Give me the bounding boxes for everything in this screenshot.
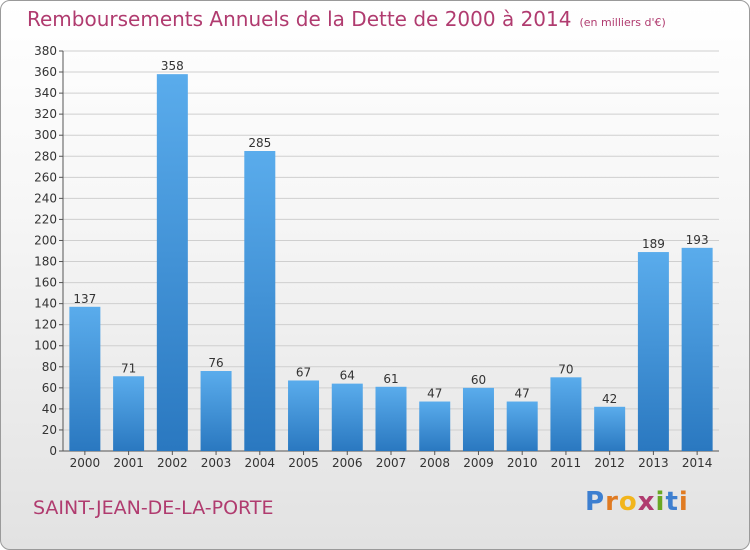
y-tick-label: 180 bbox=[34, 255, 57, 269]
data-label-2012: 42 bbox=[602, 392, 617, 406]
data-label-2005: 67 bbox=[296, 365, 311, 379]
x-tick-label: 2007 bbox=[376, 456, 407, 470]
x-tick-label: 2000 bbox=[70, 456, 101, 470]
data-label-2006: 64 bbox=[340, 369, 355, 383]
commune-name: SAINT-JEAN-DE-LA-PORTE bbox=[33, 497, 274, 519]
logo-letter: P bbox=[585, 487, 606, 517]
x-tick-label: 2013 bbox=[638, 456, 669, 470]
bar-2007 bbox=[375, 386, 407, 451]
bar-2012 bbox=[594, 406, 626, 451]
y-tick-label: 40 bbox=[42, 402, 57, 416]
x-tick-label: 2006 bbox=[332, 456, 363, 470]
data-label-2007: 61 bbox=[383, 372, 398, 386]
y-tick-label: 240 bbox=[34, 191, 57, 205]
y-tick-label: 260 bbox=[34, 170, 57, 184]
bar-2006 bbox=[331, 383, 363, 451]
data-label-2003: 76 bbox=[208, 356, 223, 370]
bar-2010 bbox=[506, 401, 538, 451]
logo-letter: o bbox=[618, 487, 638, 517]
x-tick-label: 2014 bbox=[682, 456, 713, 470]
x-tick-label: 2011 bbox=[551, 456, 582, 470]
y-tick-label: 100 bbox=[34, 339, 57, 353]
x-tick-label: 2008 bbox=[419, 456, 450, 470]
y-tick-label: 300 bbox=[34, 128, 57, 142]
logo-letter: t bbox=[665, 487, 679, 517]
y-tick-label: 80 bbox=[42, 360, 57, 374]
bar-2003 bbox=[200, 371, 232, 451]
bar-2001 bbox=[113, 376, 145, 451]
x-tick-label: 2001 bbox=[113, 456, 144, 470]
y-tick-label: 200 bbox=[34, 233, 57, 247]
y-tick-label: 280 bbox=[34, 149, 57, 163]
y-tick-label: 160 bbox=[34, 276, 57, 290]
chart-title: Remboursements Annuels de la Dette de 20… bbox=[27, 7, 666, 31]
bar-2004 bbox=[244, 151, 276, 451]
y-tick-label: 380 bbox=[34, 44, 57, 58]
data-label-2008: 47 bbox=[427, 387, 442, 401]
y-tick-label: 140 bbox=[34, 297, 57, 311]
data-label-2000: 137 bbox=[73, 292, 96, 306]
logo-letter: i bbox=[655, 487, 666, 517]
x-tick-label: 2004 bbox=[245, 456, 276, 470]
x-tick-label: 2012 bbox=[594, 456, 625, 470]
data-label-2011: 70 bbox=[558, 362, 573, 376]
data-label-2010: 47 bbox=[515, 387, 530, 401]
data-label-2002: 358 bbox=[161, 59, 184, 73]
bar-2002 bbox=[156, 74, 188, 451]
y-tick-label: 120 bbox=[34, 318, 57, 332]
y-tick-label: 20 bbox=[42, 423, 57, 437]
data-label-2014: 193 bbox=[686, 233, 709, 247]
x-tick-label: 2005 bbox=[288, 456, 319, 470]
bar-2014 bbox=[681, 247, 713, 451]
y-tick-label: 360 bbox=[34, 65, 57, 79]
y-tick-label: 220 bbox=[34, 212, 57, 226]
chart-subtitle: (en milliers d'€) bbox=[579, 16, 666, 29]
bar-2005 bbox=[288, 380, 320, 451]
data-label-2009: 60 bbox=[471, 373, 486, 387]
data-label-2004: 285 bbox=[248, 136, 271, 150]
y-tick-label: 0 bbox=[49, 444, 57, 458]
y-tick-label: 340 bbox=[34, 86, 57, 100]
x-tick-label: 2010 bbox=[507, 456, 538, 470]
logo-letter: i bbox=[678, 487, 689, 517]
data-label-2013: 189 bbox=[642, 237, 665, 251]
data-label-2001: 71 bbox=[121, 361, 136, 375]
bar-2009 bbox=[462, 387, 494, 451]
x-tick-label: 2009 bbox=[463, 456, 494, 470]
y-tick-label: 320 bbox=[34, 107, 57, 121]
bar-2011 bbox=[550, 377, 582, 451]
logo-letter: x bbox=[637, 487, 656, 517]
proxiti-logo: Proxiti bbox=[585, 487, 689, 517]
logo-letter: r bbox=[605, 487, 619, 517]
bar-2008 bbox=[419, 401, 451, 451]
chart-title-text: Remboursements Annuels de la Dette de 20… bbox=[27, 7, 572, 31]
x-tick-label: 2003 bbox=[201, 456, 232, 470]
x-tick-label: 2002 bbox=[157, 456, 188, 470]
y-tick-label: 60 bbox=[42, 381, 57, 395]
bar-2000 bbox=[69, 306, 101, 451]
bar-2013 bbox=[637, 252, 669, 451]
